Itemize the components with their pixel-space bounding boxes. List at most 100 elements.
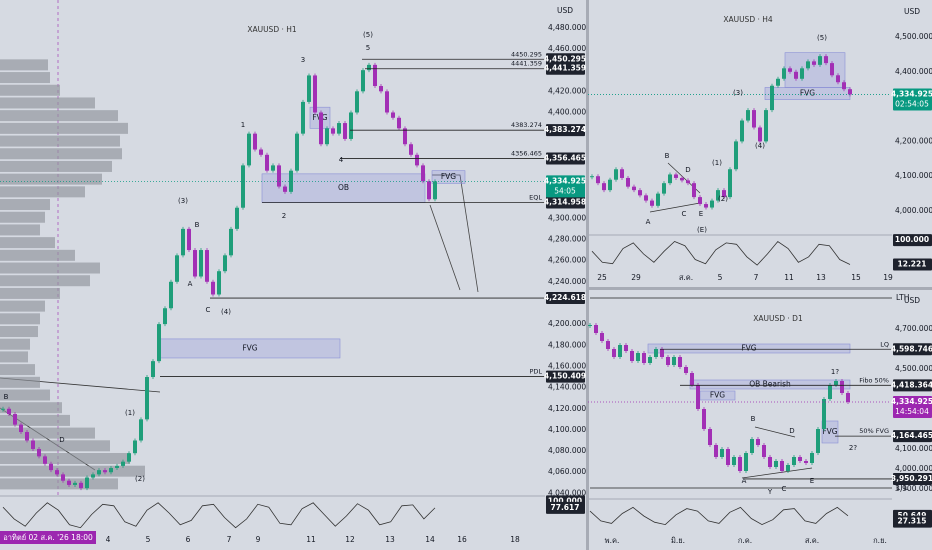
candle (331, 128, 335, 134)
candle (145, 377, 149, 420)
x-tick-label: 9 (256, 535, 261, 544)
price-tag (546, 292, 585, 305)
candle (91, 474, 95, 478)
candle (211, 281, 215, 295)
candle (684, 367, 688, 373)
volume-bar (0, 148, 122, 160)
y-tick-label: 4,420.000 (548, 86, 586, 95)
volume-bar (0, 351, 28, 363)
wave-label: (2) (718, 195, 728, 203)
candle (319, 112, 323, 145)
candle (660, 349, 664, 357)
candle (277, 165, 281, 187)
date-label: อาทิตย์ 02 ส.ค. '26 18:00 (3, 533, 93, 542)
price-tag-label: 4,598.746 (891, 344, 932, 353)
candle (223, 255, 227, 272)
candle (680, 177, 684, 181)
price-tag (546, 124, 585, 137)
candle (636, 353, 640, 361)
y-tick-label: 4,260.000 (548, 256, 586, 265)
candle (271, 165, 275, 171)
wave-label: 2 (282, 212, 286, 220)
volume-bar (0, 59, 48, 71)
y-tick-label: 4,160.000 (548, 361, 586, 370)
panel-divider (586, 0, 589, 550)
candle (632, 186, 636, 191)
price-tag (893, 234, 932, 247)
candle (764, 110, 768, 142)
level-label: 4441.359 (511, 60, 542, 68)
candle (678, 357, 682, 367)
candle (804, 461, 808, 463)
trend-line (754, 426, 796, 438)
y-tick-label: 4,300.000 (548, 213, 586, 222)
candle (415, 154, 419, 166)
candle (157, 324, 161, 362)
wave-label: (1) (712, 159, 722, 167)
candle (103, 470, 107, 473)
x-tick-label: 5 (146, 535, 151, 544)
y-tick-label: 4,040.000 (548, 488, 586, 497)
candle (740, 120, 744, 142)
candle (283, 186, 287, 192)
wave-label: A (188, 280, 193, 288)
y-tick-label: 4,460.000 (548, 44, 586, 53)
candle (85, 477, 89, 489)
candle (133, 440, 137, 454)
volume-bar (0, 440, 110, 452)
level-label: PDL (529, 368, 542, 376)
volume-bar (0, 110, 118, 122)
candle (608, 179, 612, 191)
candle (744, 453, 748, 471)
x-tick-label: 18 (510, 535, 520, 544)
volume-bar (0, 72, 50, 84)
price-tag-label: 50.649 (898, 511, 927, 520)
candle (770, 85, 774, 111)
y-tick-label: 4,200.000 (548, 319, 586, 328)
candle (97, 470, 101, 475)
price-tag (546, 370, 585, 383)
y-tick-label: 4,000.000 (895, 464, 932, 473)
x-tick-label: 16 (457, 535, 467, 544)
x-tick-label: ส.ค. (679, 273, 693, 282)
trend-line (649, 202, 701, 213)
candle (816, 429, 820, 453)
zone-label: FVG (822, 427, 837, 436)
level-label: 4383.274 (511, 121, 542, 129)
wave-label: 4 (339, 156, 344, 164)
price-tag-label: 27.315 (898, 517, 927, 526)
candle (698, 197, 702, 205)
zone (784, 52, 846, 88)
candle (800, 68, 804, 79)
candle (13, 414, 17, 425)
candle (169, 281, 173, 309)
zone-label: FVG (242, 343, 257, 352)
candle (618, 345, 622, 357)
y-tick-label: 4,240.000 (548, 277, 586, 286)
price-tag (546, 62, 585, 75)
price-tag-label: 4,334.925 (544, 176, 586, 185)
candle (43, 456, 47, 464)
candle (193, 250, 197, 277)
volume-bar (0, 326, 38, 338)
y-tick-label: 4,080.000 (548, 446, 586, 455)
candle (692, 183, 696, 198)
price-tag (546, 152, 585, 165)
candle (614, 169, 618, 180)
candle (846, 393, 850, 403)
candle (704, 204, 708, 208)
wave-label: (5) (817, 34, 827, 42)
level-label: 4450.295 (511, 50, 542, 58)
candle (774, 461, 778, 467)
candle (337, 123, 341, 134)
level-label: Fibo 50% (859, 376, 889, 384)
price-tag-label: 4,450.295 (544, 54, 586, 63)
candle (836, 75, 840, 83)
candle (295, 133, 299, 171)
y-tick-label: 4,700.000 (895, 324, 932, 333)
zone-label: FVG (800, 89, 815, 98)
y-tick-label: 4,140.000 (548, 383, 586, 392)
volume-bar (0, 364, 35, 376)
